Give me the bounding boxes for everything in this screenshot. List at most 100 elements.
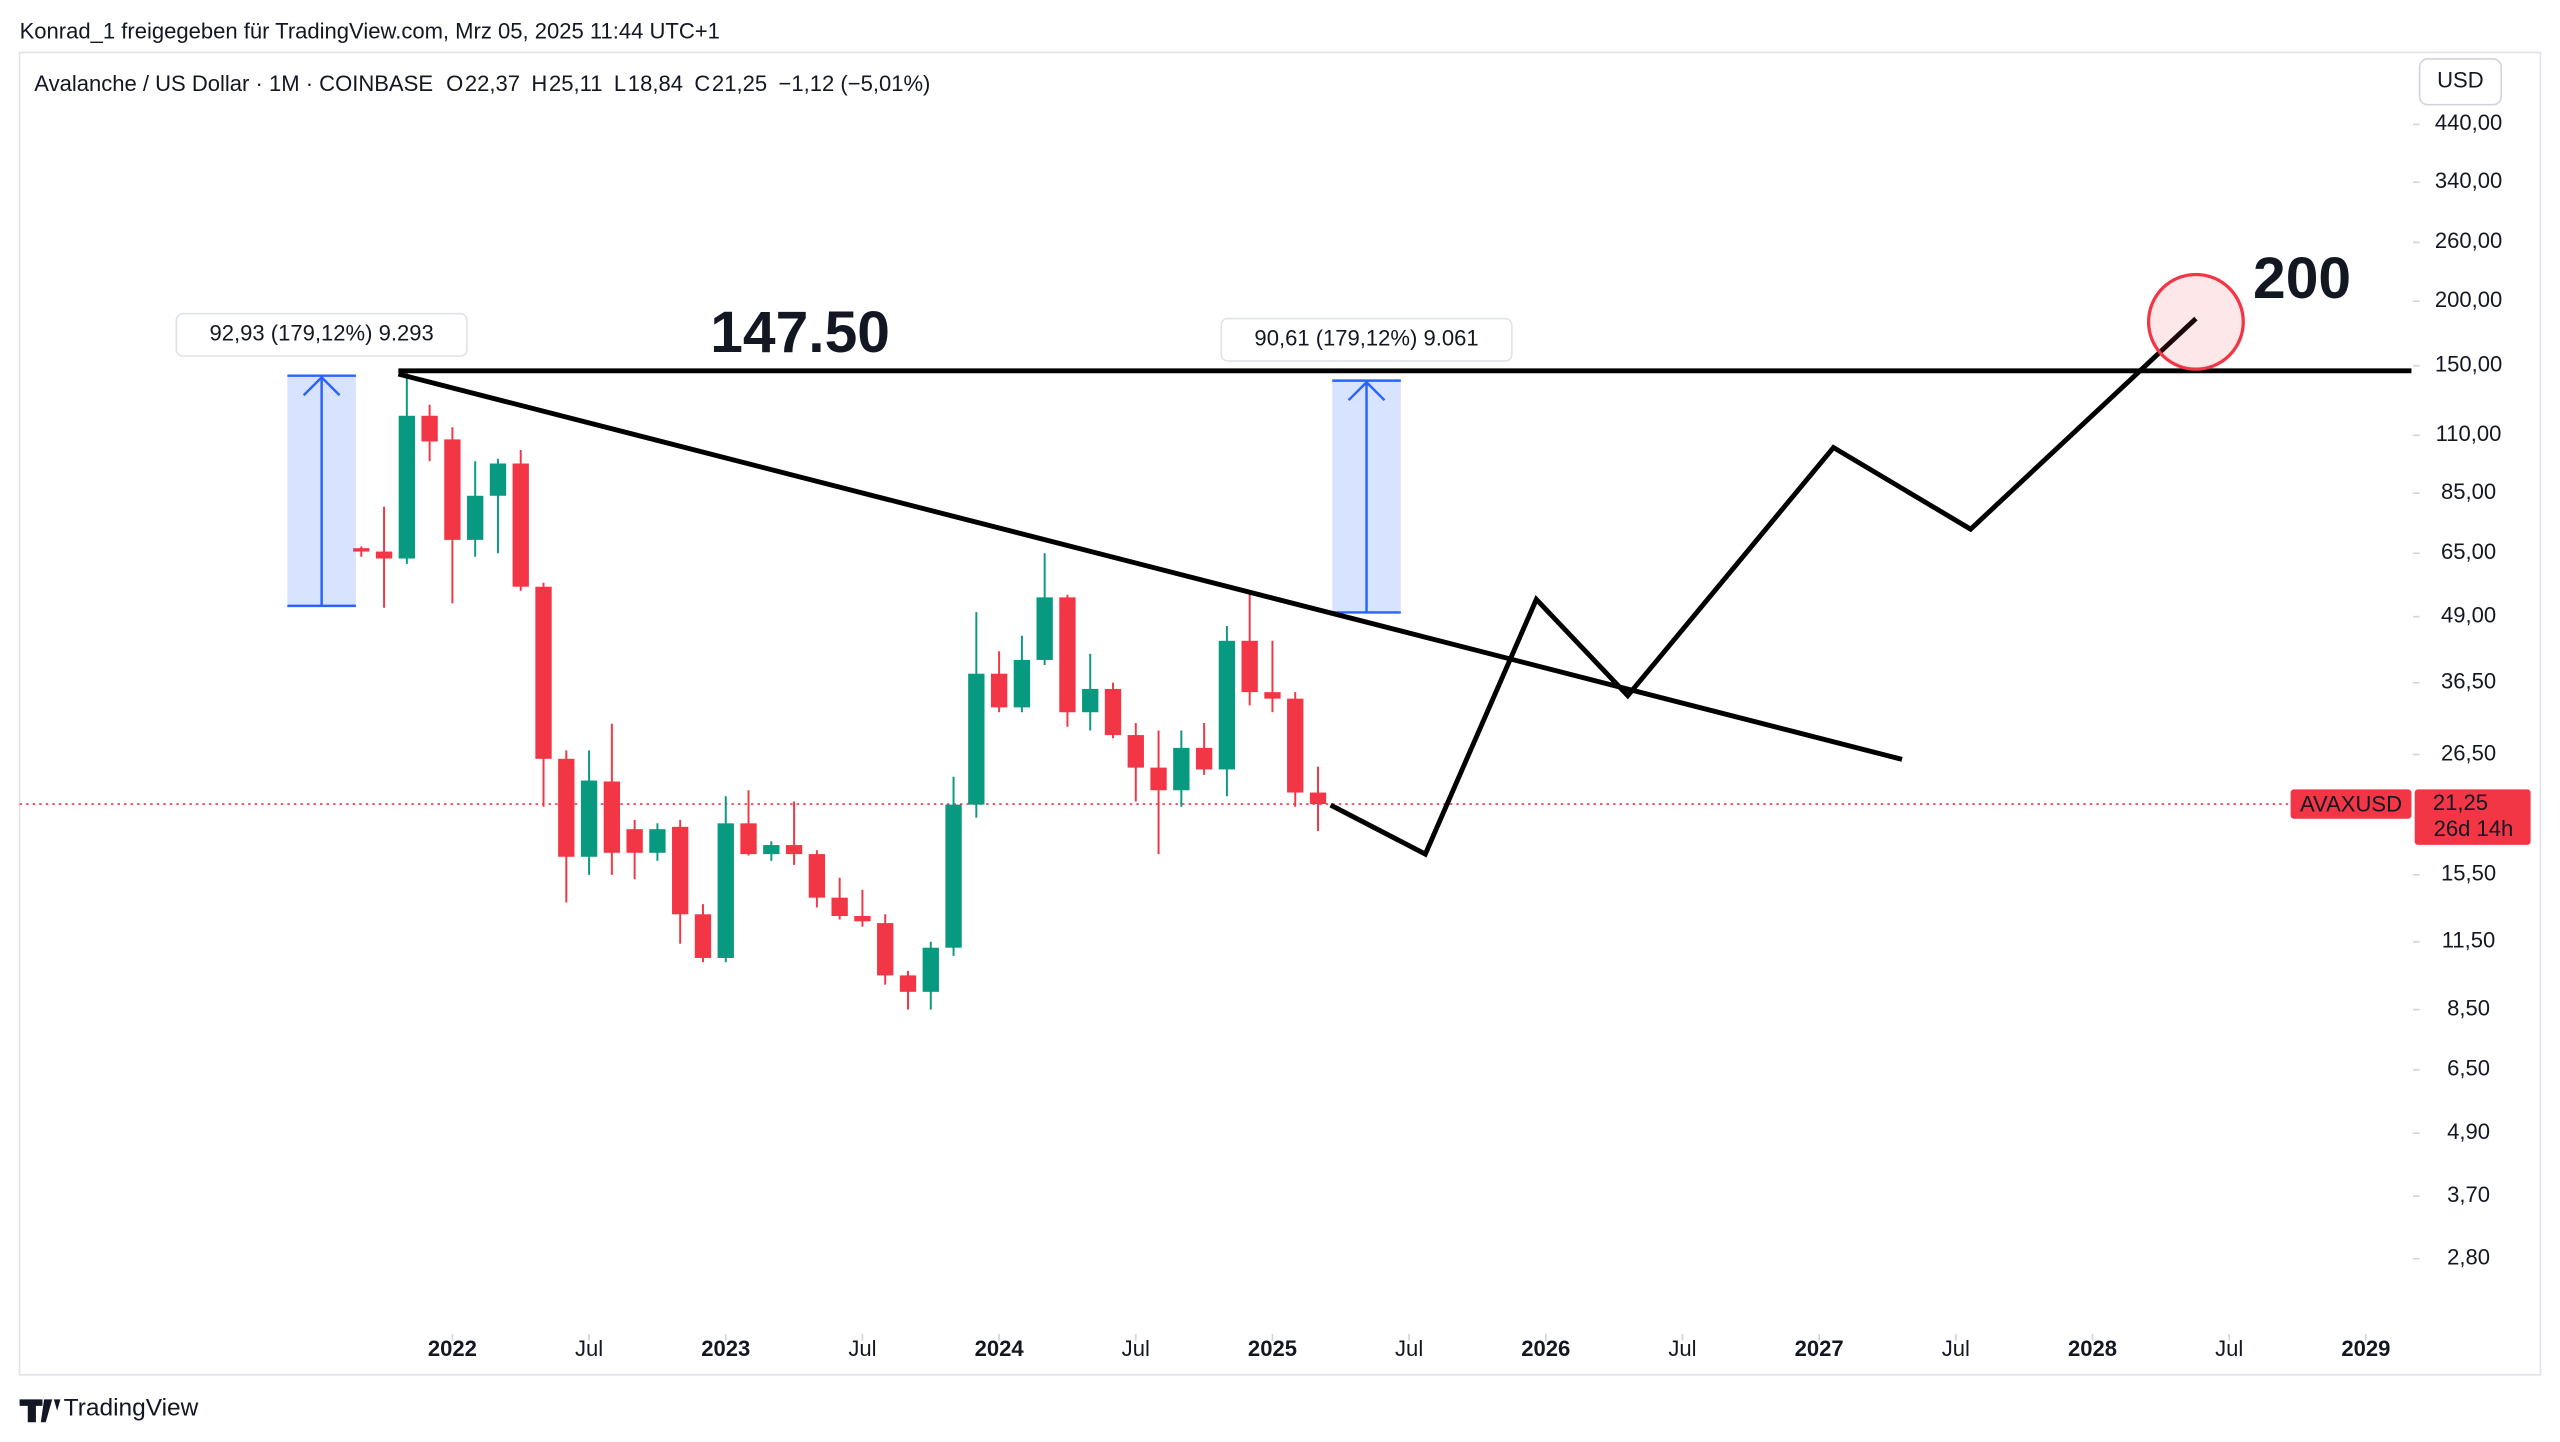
share-note: Konrad_1 freigegeben für TradingView.com… [20, 19, 720, 44]
x-tick-label: 2022 [428, 1336, 477, 1361]
legend-key: C [694, 71, 710, 96]
candle-body [1287, 698, 1304, 793]
candle-body [1127, 735, 1144, 768]
x-tick-label: 2028 [2068, 1336, 2117, 1361]
candle-body [1241, 640, 1258, 693]
candle-body [558, 758, 575, 857]
candle-body [535, 586, 552, 759]
candle-body [626, 829, 643, 853]
candle-body [1150, 767, 1167, 791]
x-tick-label: Jul [2215, 1336, 2243, 1361]
candle-body [1309, 792, 1327, 805]
y-tick-label: 36,50 [2441, 669, 2496, 694]
y-tick-label: 26,50 [2441, 740, 2496, 765]
candle-body [990, 673, 1008, 708]
annotation: 147.50 [710, 300, 890, 365]
x-tick-label: 2025 [1248, 1336, 1297, 1361]
candle-body [353, 548, 370, 552]
candle-body [1036, 597, 1053, 660]
candle-body [375, 551, 393, 559]
candle-body [717, 823, 734, 958]
y-tick-label: 8,50 [2447, 995, 2490, 1020]
y-tick-label: 110,00 [2436, 421, 2502, 446]
legend-value: 18,84 [628, 71, 683, 96]
legend-key: H [531, 71, 547, 96]
x-tick-label: Jul [1122, 1336, 1150, 1361]
x-tick-label: 2024 [975, 1336, 1025, 1361]
legend-key: O [446, 71, 463, 96]
y-tick-label: 2,80 [2447, 1244, 2490, 1269]
price-label: 21,25 [2433, 790, 2488, 815]
candle-body [1264, 692, 1281, 699]
symbol-label: AVAXUSD [2300, 792, 2402, 817]
y-tick-label: 15,50 [2441, 861, 2496, 886]
chart-title: Avalanche / US Dollar · 1M · COINBASE [34, 71, 433, 96]
currency: USD [2437, 68, 2484, 93]
y-tick-label: 3,70 [2447, 1182, 2490, 1207]
chart-frame [18, 51, 2542, 1376]
candle-body [877, 923, 894, 976]
x-tick-label: 2026 [1521, 1336, 1570, 1361]
x-tick-label: Jul [1668, 1336, 1696, 1361]
x-tick-label: 2027 [1795, 1336, 1844, 1361]
candle-body [1059, 597, 1076, 713]
candle-body [398, 415, 416, 559]
y-tick-label: 11,50 [2442, 928, 2496, 953]
y-tick-label: 200,00 [2435, 287, 2502, 312]
candle-body [1195, 747, 1213, 770]
y-tick-label: 260,00 [2435, 228, 2502, 253]
candle-body [785, 845, 803, 855]
candle-body [945, 804, 962, 948]
price-box [2414, 789, 2531, 845]
legend-value: 22,37 [465, 71, 520, 96]
candle-body [580, 780, 598, 857]
candle-body [603, 781, 621, 853]
symbol-box [2290, 789, 2412, 819]
x-tick-label: Jul [575, 1336, 603, 1361]
candle-body [968, 673, 985, 805]
x-tick-label: Jul [848, 1336, 876, 1361]
y-tick-label: 49,00 [2441, 602, 2496, 627]
footer-logo: TradingView [64, 1395, 199, 1422]
candle-body [512, 463, 529, 587]
measure-label: 90,61 (179,12%) 9.061 [1254, 326, 1478, 351]
measure-arrow [302, 375, 341, 606]
y-tick-label: 440,00 [2435, 110, 2502, 135]
y-tick-label: 150,00 [2435, 352, 2502, 377]
y-tick-label: 4,90 [2447, 1119, 2490, 1144]
candle-body [831, 897, 848, 917]
candle-body [1218, 640, 1236, 770]
measure-arrow [1347, 380, 1386, 613]
candle-body [694, 914, 712, 958]
candle-body [922, 947, 939, 992]
countdown-label: 26d 14h [2434, 816, 2514, 841]
candle-body [1082, 688, 1099, 713]
y-tick-label: 340,00 [2435, 168, 2502, 193]
candle-body [854, 916, 871, 922]
legend-change: −1,12 (−5,01%) [779, 71, 931, 96]
candle-body [808, 854, 826, 898]
candle-body [467, 495, 484, 540]
annotation: 200 [2253, 246, 2351, 311]
y-tick-label: 65,00 [2441, 539, 2496, 564]
x-tick-label: Jul [1942, 1336, 1970, 1361]
candle-body [899, 975, 917, 992]
target-circle [2146, 272, 2245, 371]
candle-body [740, 823, 757, 855]
candle-body [672, 826, 689, 915]
plot: 440,00 340,00 260,00 200,00 150,00 110,00 85,0… [19, 110, 2502, 1361]
measure-label-box [1220, 317, 1513, 362]
trend-line [397, 371, 1903, 762]
logo-icon [19, 1399, 61, 1423]
projection-path [1329, 316, 2198, 858]
y-tick-label: 6,50 [2447, 1056, 2490, 1081]
legend-value: 21,25 [712, 71, 767, 96]
x-tick-label: Jul [1395, 1336, 1423, 1361]
x-tick-label: 2029 [2341, 1336, 2390, 1361]
candle-body [1013, 659, 1031, 708]
legend-key: L [614, 71, 626, 96]
candle-body [444, 439, 461, 540]
legend-value: 25,11 [549, 71, 603, 96]
